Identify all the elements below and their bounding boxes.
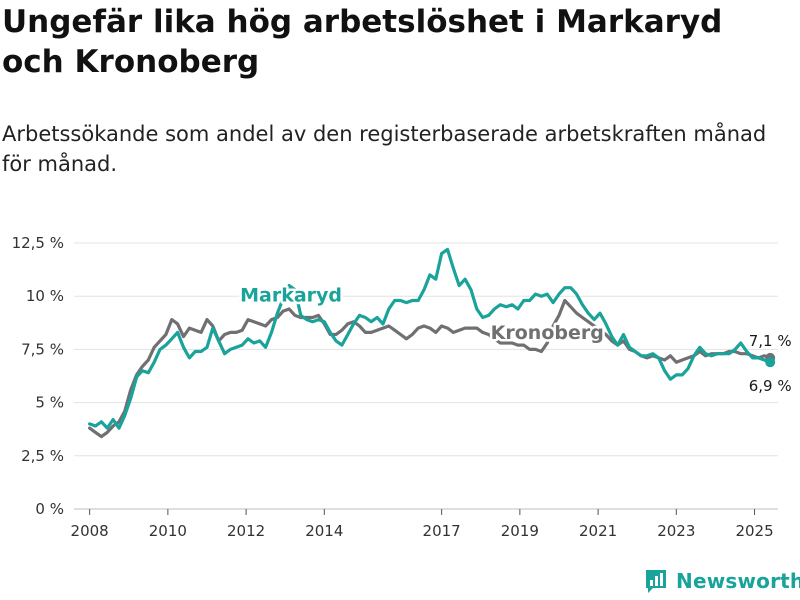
end-label-kronoberg: 7,1 % xyxy=(749,332,792,350)
end-point-markaryd xyxy=(765,357,776,368)
x-tick-label: 2012 xyxy=(227,522,265,540)
x-tick-label: 2017 xyxy=(423,522,461,540)
x-tick-label: 2014 xyxy=(305,522,343,540)
series-line-kronoberg xyxy=(88,298,772,439)
x-tick-label: 2019 xyxy=(501,522,539,540)
axes: 0 % 2,5 % 5 % 7,5 % 10 % 12,5 % 2008 2010 2012 20… xyxy=(12,234,774,540)
x-tick-label: 2008 xyxy=(71,522,109,540)
x-tick-label: 2010 xyxy=(149,522,187,540)
x-tick-label: 2021 xyxy=(579,522,617,540)
series-name-markaryd: Markaryd xyxy=(240,285,342,307)
y-tick-label: 12,5 % xyxy=(12,234,64,252)
y-tick-label: 0 % xyxy=(35,500,64,518)
y-tick-label: 7,5 % xyxy=(21,340,64,358)
series-line-markaryd xyxy=(88,247,772,430)
newsworthy-logo-icon xyxy=(646,570,666,593)
chart-title: Ungefär lika hög arbetslöshet i Markaryd… xyxy=(2,4,723,80)
series-name-kronoberg: Kronoberg xyxy=(491,322,604,344)
x-tick-label: 2023 xyxy=(657,522,695,540)
brand-name: Newsworthy xyxy=(676,569,800,593)
x-tick-label: 2025 xyxy=(735,522,773,540)
y-tick-label: 5 % xyxy=(35,394,64,412)
series-labels: 7,1 % 6,9 % Markaryd Kronoberg xyxy=(238,282,792,395)
y-tick-label: 2,5 % xyxy=(21,447,64,465)
grid-lines xyxy=(74,242,778,510)
y-tick-label: 10 % xyxy=(26,287,64,305)
brand-logo[interactable]: Newsworthy xyxy=(644,568,800,594)
chart-subtitle: Arbetssökande som andel av den registerb… xyxy=(2,122,767,176)
end-label-markaryd: 6,9 % xyxy=(749,377,792,395)
series-lines xyxy=(88,247,776,439)
